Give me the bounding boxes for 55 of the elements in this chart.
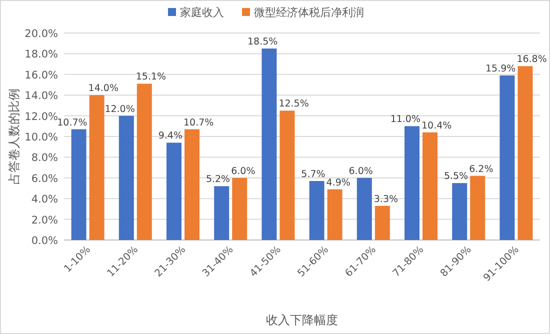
data-label: 12.0%	[104, 104, 135, 115]
bar	[262, 48, 277, 240]
bar	[214, 186, 230, 240]
bar	[136, 84, 152, 240]
legend-label: 微型经济体税后净利润	[254, 6, 364, 19]
bar	[422, 132, 438, 240]
y-tick-label: 2.0%	[31, 214, 58, 226]
bar	[232, 178, 248, 240]
y-tick-label: 12.0%	[24, 110, 58, 123]
data-label: 12.5%	[278, 98, 309, 110]
bar	[184, 129, 200, 240]
bar	[166, 142, 182, 240]
bar	[280, 110, 295, 240]
data-label: 4.9%	[326, 177, 350, 188]
data-label: 10.7%	[184, 117, 214, 128]
data-label: 5.7%	[301, 169, 326, 180]
y-tick-label: 6.0%	[31, 172, 58, 185]
bar	[500, 75, 515, 240]
y-tick-label: 0.0%	[31, 235, 58, 247]
y-tick-label: 4.0%	[31, 194, 58, 206]
data-label: 10.7%	[57, 117, 88, 128]
bar	[118, 116, 134, 240]
bar	[470, 176, 486, 240]
data-label: 16.8%	[516, 54, 547, 66]
y-axis-title: 占答卷人数的比例	[7, 88, 21, 184]
y-tick-label: 14.0%	[24, 90, 58, 102]
data-label: 9.4%	[158, 130, 182, 142]
data-label: 6.0%	[348, 166, 373, 177]
bar	[71, 129, 86, 240]
data-label: 5.2%	[206, 174, 230, 186]
bar	[518, 66, 533, 240]
data-label: 6.0%	[231, 166, 256, 177]
bar	[404, 126, 420, 240]
bar	[327, 189, 342, 240]
x-axis-title: 收入下降幅度	[266, 313, 338, 327]
data-label: 5.5%	[444, 171, 468, 182]
data-label: 10.4%	[422, 120, 452, 132]
y-tick-label: 8.0%	[31, 152, 58, 164]
data-label: 15.9%	[486, 63, 516, 74]
bar	[89, 95, 104, 240]
y-tick-label: 18.0%	[24, 48, 58, 61]
data-label: 11.0%	[390, 114, 420, 126]
bar	[309, 181, 324, 240]
y-tick-label: 20.0%	[24, 28, 58, 40]
bar	[452, 183, 468, 240]
y-tick-label: 10.0%	[24, 132, 58, 144]
data-label: 15.1%	[136, 72, 166, 83]
bar	[356, 178, 372, 240]
data-label: 3.3%	[374, 194, 398, 205]
legend-label: 家庭收入	[180, 6, 224, 19]
bar	[374, 206, 390, 240]
data-label: 6.2%	[469, 164, 494, 175]
data-label: 14.0%	[88, 83, 118, 94]
y-tick-label: 16.0%	[24, 69, 58, 82]
data-label: 18.5%	[248, 36, 278, 48]
